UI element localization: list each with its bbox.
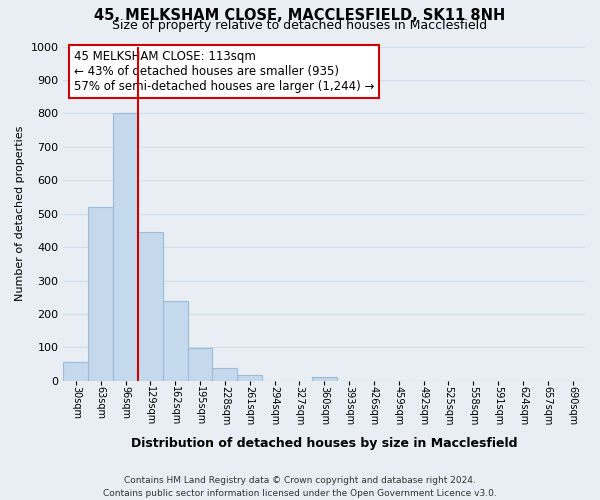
Text: Size of property relative to detached houses in Macclesfield: Size of property relative to detached ho…: [112, 18, 488, 32]
Text: 45, MELKSHAM CLOSE, MACCLESFIELD, SK11 8NH: 45, MELKSHAM CLOSE, MACCLESFIELD, SK11 8…: [94, 8, 506, 22]
Bar: [312, 378, 337, 381]
Text: Contains HM Land Registry data © Crown copyright and database right 2024.
Contai: Contains HM Land Registry data © Crown c…: [103, 476, 497, 498]
Bar: [113, 114, 138, 381]
Y-axis label: Number of detached properties: Number of detached properties: [15, 126, 25, 302]
X-axis label: Distribution of detached houses by size in Macclesfield: Distribution of detached houses by size …: [131, 437, 517, 450]
Bar: [237, 375, 262, 381]
Bar: [188, 348, 212, 381]
Bar: [163, 302, 188, 381]
Bar: [212, 368, 237, 381]
Text: 45 MELKSHAM CLOSE: 113sqm
← 43% of detached houses are smaller (935)
57% of semi: 45 MELKSHAM CLOSE: 113sqm ← 43% of detac…: [74, 50, 374, 93]
Bar: [88, 207, 113, 381]
Bar: [138, 232, 163, 381]
Bar: [64, 362, 88, 381]
